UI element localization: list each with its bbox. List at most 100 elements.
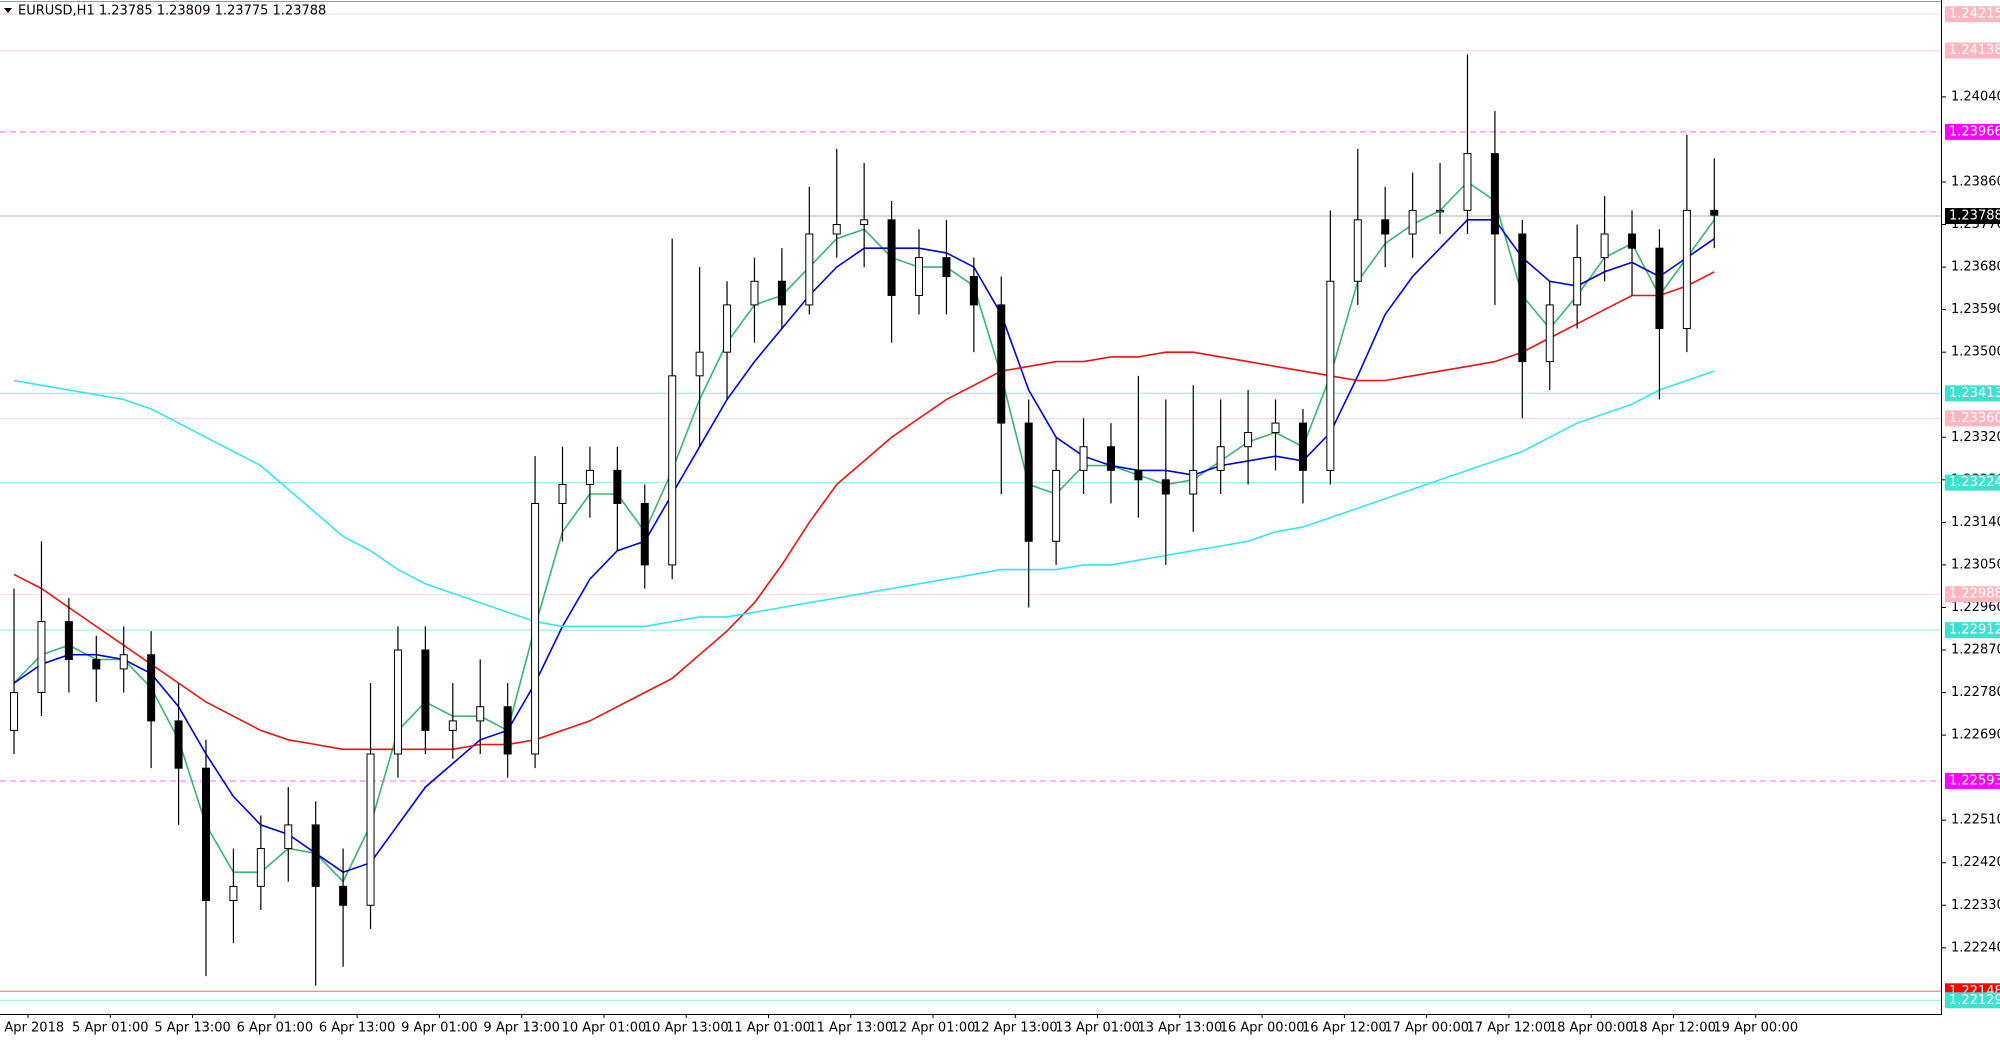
y-tick-label: 1.24040 (1951, 89, 2000, 104)
candle-body (997, 304, 1006, 424)
price-level-label: 1.22129 (1949, 993, 2000, 1008)
x-tick-label: 5 Apr 13:00 (154, 1021, 231, 1036)
x-tick-label: 19 Apr 00:00 (1713, 1021, 1798, 1036)
candle-body (421, 649, 430, 731)
candle-body (1052, 469, 1061, 542)
price-level-tag (1945, 474, 2000, 491)
candle-body (695, 351, 704, 377)
x-tick-label: 12 Apr 01:00 (891, 1021, 976, 1036)
moving-average (13, 370, 1715, 628)
y-tick-label: 1.23500 (1951, 345, 2000, 360)
x-tick-label: 13 Apr 13:00 (1137, 1021, 1222, 1036)
candle-body (476, 706, 485, 722)
candle-body (1216, 446, 1225, 471)
candle-body (448, 720, 457, 731)
candle-body (64, 621, 73, 660)
candle-body (1079, 446, 1088, 471)
x-tick-label: 11 Apr 13:00 (808, 1021, 893, 1036)
candles (10, 54, 1719, 986)
candle-body (832, 224, 841, 235)
candle-body (10, 692, 19, 731)
x-tick-label: 6 Apr 13:00 (319, 1021, 396, 1036)
axes: 1.240401.238601.237701.236801.235901.235… (0, 6, 2000, 1036)
candle-body (339, 885, 348, 906)
candle-body (503, 706, 512, 755)
x-tick-label: 17 Apr 12:00 (1467, 1021, 1552, 1036)
price-level-tag (1945, 385, 2000, 402)
candle-body (558, 484, 567, 504)
price-level-label: 1.23360 (1949, 411, 2000, 426)
chart-header: EURUSD,H1 1.23785 1.23809 1.23775 1.2378… (18, 4, 326, 19)
x-tick-label: 13 Apr 01:00 (1055, 1021, 1140, 1036)
y-tick-label: 1.22690 (1951, 728, 2000, 743)
candle-body (1408, 209, 1417, 235)
candle-body (1298, 422, 1307, 471)
candle-body (174, 720, 183, 769)
x-tick-label: 18 Apr 12:00 (1631, 1021, 1716, 1036)
price-level-tag (1945, 6, 2000, 23)
y-tick-label: 1.22240 (1951, 940, 2000, 955)
x-tick-label: 18 Apr 00:00 (1549, 1021, 1634, 1036)
candle-body (284, 824, 293, 850)
candle-body (585, 469, 594, 486)
candle-body (1381, 219, 1390, 235)
y-tick-label: 1.23680 (1951, 260, 2000, 275)
price-level-tag (1945, 123, 2000, 140)
y-tick-label: 1.22510 (1951, 813, 2000, 828)
candle-body (805, 233, 814, 306)
candle-body (1106, 446, 1115, 471)
candle-body (1134, 469, 1143, 481)
candle-body (1189, 469, 1198, 495)
price-level-tag (1945, 586, 2000, 603)
price-level-label: 1.23788 (1949, 209, 2000, 224)
candle-body (1161, 479, 1170, 495)
candle-body (1463, 153, 1472, 211)
price-level-tag (1945, 772, 2000, 789)
candle-body (1436, 209, 1445, 213)
x-tick-label: 9 Apr 13:00 (483, 1021, 560, 1036)
x-tick-label: 17 Apr 00:00 (1384, 1021, 1469, 1036)
candle-body (1518, 233, 1527, 363)
y-tick-label: 1.23590 (1951, 302, 2000, 317)
price-level-label: 1.22593 (1949, 773, 2000, 788)
y-tick-label: 1.22870 (1951, 643, 2000, 658)
y-tick-label: 1.22780 (1951, 685, 2000, 700)
candle-body (201, 767, 210, 902)
y-tick-label: 1.22420 (1951, 855, 2000, 870)
levels (0, 13, 1941, 1001)
y-tick-label: 1.23140 (1951, 515, 2000, 530)
y-tick-label: 1.22330 (1951, 898, 2000, 913)
candle-body (147, 654, 156, 722)
candle-body (1545, 304, 1554, 363)
x-tick-label: 12 Apr 13:00 (973, 1021, 1058, 1036)
candle-body (640, 502, 649, 566)
candle-body (229, 885, 238, 902)
y-tick-label: 1.23050 (1951, 557, 2000, 572)
x-tick-label: 9 Apr 01:00 (401, 1021, 478, 1036)
price-level-tag (1945, 622, 2000, 639)
x-tick-label: 4 Apr 2018 (0, 1021, 64, 1036)
candle-body (777, 280, 786, 306)
candle-body (942, 257, 951, 278)
candle-body (887, 219, 896, 296)
candle-body (915, 257, 924, 296)
candle-body (1573, 257, 1582, 306)
x-tick-label: 16 Apr 00:00 (1220, 1021, 1305, 1036)
candle-body (1490, 153, 1499, 235)
price-level-label: 1.22988 (1949, 587, 2000, 602)
candle-body (1682, 209, 1691, 330)
menu-triangle[interactable] (4, 8, 12, 13)
candle-body (860, 219, 869, 226)
candle-body (969, 276, 978, 306)
candle-body (393, 649, 402, 755)
y-tick-label: 1.23860 (1951, 175, 2000, 190)
price-level-label: 1.24215 (1949, 7, 2000, 22)
candle-body (256, 848, 265, 887)
x-tick-label: 6 Apr 01:00 (237, 1021, 314, 1036)
price-level-tag (1945, 992, 2000, 1009)
x-tick-label: 5 Apr 01:00 (72, 1021, 149, 1036)
candle-body (1628, 233, 1637, 249)
moving-average (13, 271, 1715, 751)
price-level-label: 1.23966 (1949, 124, 2000, 139)
